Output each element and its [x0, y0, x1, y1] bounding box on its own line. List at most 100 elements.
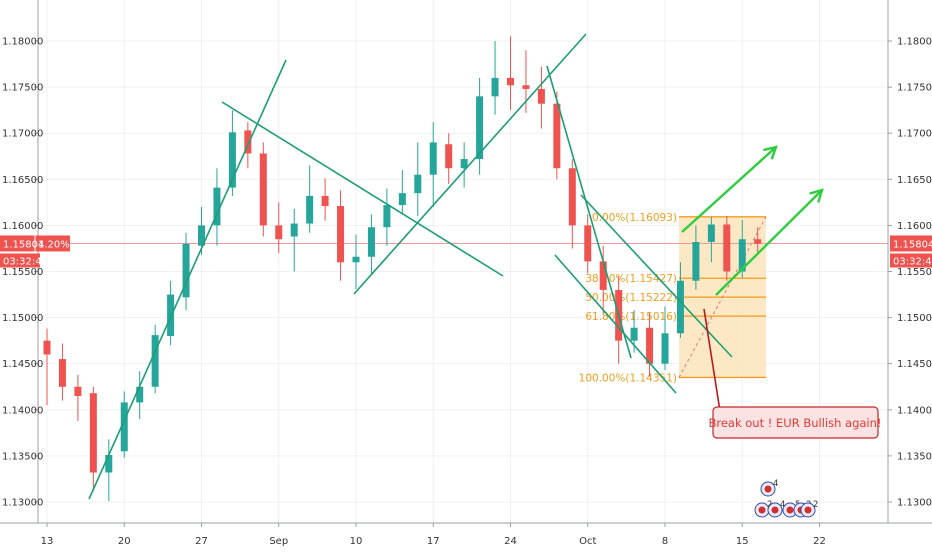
x-tick-label: 8: [662, 536, 668, 547]
x-tick-label: 13: [41, 536, 54, 547]
arrow-shaft[interactable]: [681, 146, 777, 233]
candle-body: [198, 225, 205, 246]
candle-body: [553, 103, 561, 169]
y-tick-label-left: 1.13000: [2, 498, 43, 509]
candle-body: [367, 227, 375, 257]
candle-body: [522, 85, 530, 89]
x-tick-label: 17: [427, 536, 440, 547]
x-tick-label: 15: [736, 536, 749, 547]
y-tick-label-left: 1.16500: [2, 175, 43, 186]
countdown-tag-right: [890, 253, 932, 268]
y-tick-label-right: 1.16000: [897, 221, 932, 232]
event-badge-count: 2: [813, 500, 818, 510]
candle-body: [228, 132, 236, 188]
trendline[interactable]: [221, 101, 504, 277]
candle-body: [74, 386, 82, 396]
trendline[interactable]: [353, 33, 587, 295]
x-tick-label: Sep: [269, 536, 288, 547]
candle-body: [507, 77, 514, 86]
y-tick-label-left: 1.15000: [2, 313, 43, 324]
y-tick-label-right: 1.17500: [897, 83, 932, 94]
event-badge-count: 4: [773, 479, 778, 489]
bullish-arrows[interactable]: [681, 145, 824, 296]
candle-body: [383, 205, 391, 228]
y-tick-label-left: 1.14000: [2, 405, 43, 416]
candle-body: [337, 206, 345, 263]
candle-body: [151, 335, 159, 387]
candle-body: [259, 153, 267, 226]
x-tick-label: Oct: [579, 536, 596, 547]
current-price-label-right: 1.15804: [893, 239, 932, 250]
candlesticks: [43, 36, 762, 502]
price-tag-right: [890, 235, 932, 252]
y-tick-label-right: 1.17000: [897, 129, 932, 140]
flag-icon: [771, 506, 779, 514]
fib-level-label: 0.00%(1.16093): [592, 212, 677, 224]
y-tick-label-right: 1.13500: [897, 451, 932, 462]
y-tick-label-left: 1.17000: [2, 129, 43, 140]
trendlines[interactable]: [88, 33, 733, 500]
candle-body: [568, 168, 576, 226]
event-badge-count: 4: [780, 500, 785, 510]
fib-level-label: 61.80%(1.15016): [585, 311, 677, 323]
event-badges[interactable]: 424522: [754, 479, 818, 518]
flag-icon: [758, 506, 766, 514]
change-label: 1.20%: [38, 239, 70, 250]
y-tick-label-left: 1.16000: [2, 221, 43, 232]
y-tick-label-right: 1.14000: [897, 405, 932, 416]
candle-body: [537, 88, 545, 104]
candle-body: [182, 243, 190, 298]
arrow-head[interactable]: [763, 145, 778, 160]
arrow-head[interactable]: [809, 188, 824, 203]
candle-body: [584, 225, 592, 262]
candle-body: [120, 402, 128, 452]
x-tick-label: 20: [118, 536, 131, 547]
candle-body: [723, 224, 731, 272]
candle-body: [414, 174, 422, 194]
trendline[interactable]: [554, 254, 677, 394]
candle-body: [692, 241, 700, 281]
candle-body: [275, 225, 283, 240]
candle-body: [105, 454, 113, 473]
candle-body: [445, 144, 453, 169]
candle-body: [630, 327, 638, 341]
x-tick-label: 10: [350, 536, 363, 547]
fib-level-label: 50.00%(1.15222): [585, 292, 677, 304]
candle-body: [599, 261, 607, 290]
callout-text: Break out ! EUR Bullish again!: [708, 416, 881, 430]
x-tick-label: 24: [504, 536, 517, 547]
y-tick-label-right: 1.13000: [897, 498, 932, 509]
candle-body: [429, 142, 437, 175]
arrow-shaft[interactable]: [715, 189, 823, 296]
x-tick-label: 27: [195, 536, 208, 547]
countdown-label-left: 03:32:42: [3, 256, 48, 267]
y-tick-label-left: 1.15500: [2, 267, 43, 278]
candle-body: [476, 96, 484, 160]
countdown-tag-left: [0, 253, 40, 268]
candle-body: [352, 256, 360, 263]
y-tick-label-right: 1.18000: [897, 37, 932, 48]
candle-body: [707, 224, 715, 242]
fib-level-label: 100.00%(1.14351): [579, 372, 677, 384]
candle-body: [136, 386, 144, 403]
candle-body: [306, 195, 314, 224]
flag-icon: [764, 485, 772, 493]
candle-body: [43, 340, 51, 355]
candle-body: [58, 359, 66, 387]
current-price-label-left: 1.15804: [3, 239, 44, 250]
trendline[interactable]: [88, 59, 287, 500]
callout-box: [712, 406, 879, 439]
y-tick-label-right: 1.14500: [897, 359, 932, 370]
candle-body: [89, 393, 97, 473]
breakout-callout[interactable]: Break out ! EUR Bullish again!: [703, 308, 882, 439]
candle-body: [244, 130, 252, 154]
candle-body: [754, 239, 762, 244]
candle-body: [646, 327, 654, 364]
candle-body: [398, 193, 406, 206]
trendline[interactable]: [546, 65, 632, 359]
y-tick-label-right: 1.15000: [897, 313, 932, 324]
candle-body: [290, 223, 298, 237]
